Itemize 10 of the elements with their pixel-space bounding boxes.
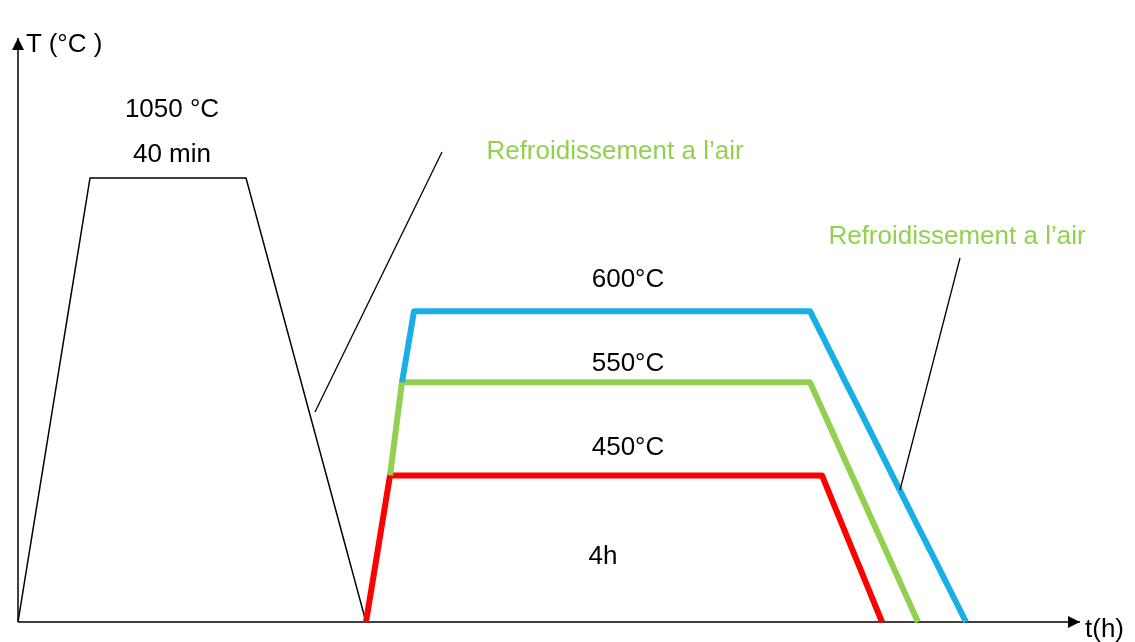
annotation: 550°C — [591, 346, 665, 377]
x-axis-title: t(h) — [1085, 613, 1124, 642]
annotation: 450°C — [591, 430, 665, 461]
text: 1050 °C — [124, 92, 220, 123]
text: 40 min — [132, 137, 212, 168]
annotation: 600°C — [591, 262, 665, 293]
text: Refroidissement a l’air — [486, 134, 744, 165]
annotation: Refroidissement a l’air — [828, 219, 1086, 250]
y-axis-title: T (°C ) — [26, 28, 103, 58]
annotation: 4h — [588, 539, 618, 570]
